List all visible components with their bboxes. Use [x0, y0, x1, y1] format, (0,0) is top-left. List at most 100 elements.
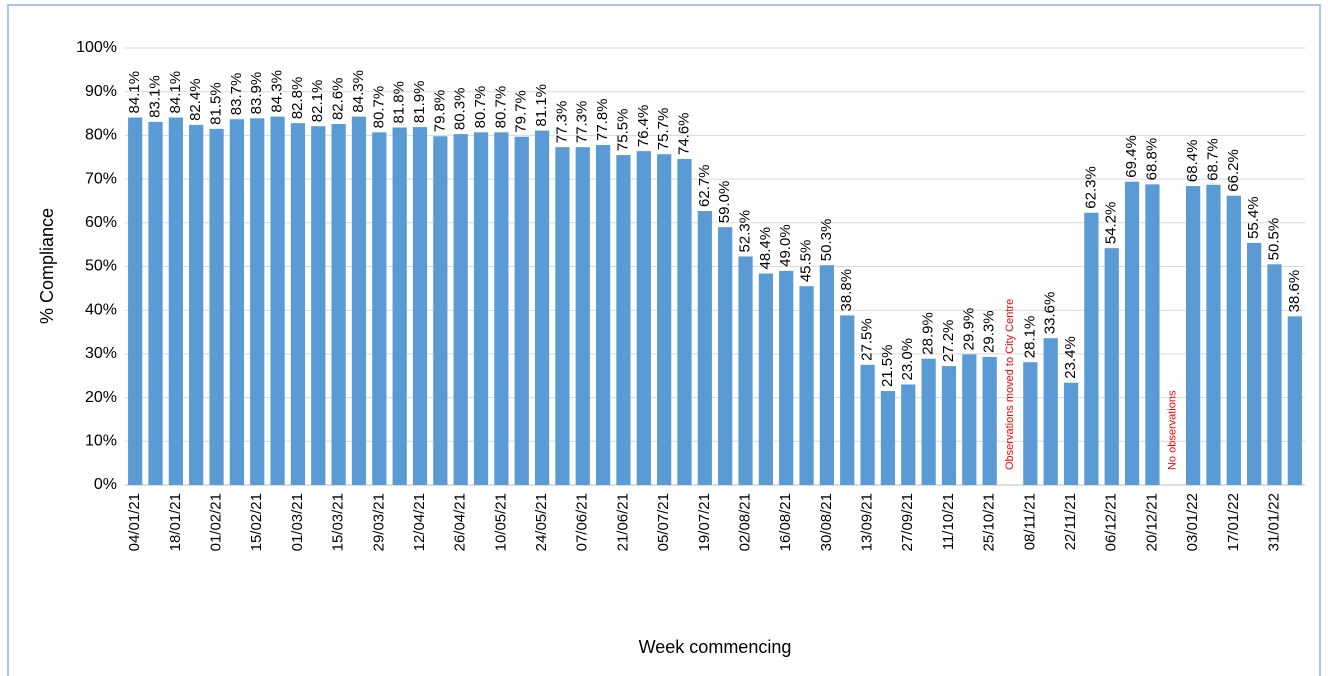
data-label: 81.8% [391, 81, 408, 124]
x-tick-label: 22/11/21 [1062, 493, 1079, 550]
bar [473, 132, 489, 485]
data-label: 77.3% [553, 101, 570, 144]
bar [941, 366, 957, 485]
data-label: 77.8% [594, 98, 611, 141]
bar [840, 315, 855, 485]
data-label: 81.9% [411, 81, 428, 124]
bar [453, 134, 468, 486]
x-tick-label: 01/03/21 [289, 493, 306, 551]
x-tick-label: 13/09/21 [859, 493, 876, 551]
data-label: 29.9% [960, 308, 977, 351]
bar [636, 151, 651, 485]
x-tick-label: 05/07/21 [655, 493, 672, 551]
bar [534, 130, 550, 485]
bar [555, 147, 570, 485]
x-tick-label: 31/01/22 [1265, 493, 1282, 551]
data-label: 75.5% [614, 109, 631, 152]
annotation: No observations [1167, 390, 1179, 470]
data-label: 45.5% [798, 240, 815, 283]
x-tick-label: 20/12/21 [1143, 493, 1160, 551]
data-label: 66.2% [1225, 149, 1242, 192]
data-label: 76.4% [635, 105, 652, 148]
x-tick-label: 07/06/21 [574, 493, 591, 551]
x-tick-label: 17/01/22 [1225, 493, 1242, 551]
x-tick-label: 01/02/21 [208, 493, 225, 551]
data-label: 62.3% [1082, 166, 1099, 209]
y-tick-label: 60% [85, 214, 117, 231]
bar [1124, 181, 1140, 486]
x-tick-label: 29/03/21 [370, 493, 387, 551]
x-tick-label: 03/01/22 [1184, 493, 1201, 551]
data-label: 80.3% [452, 88, 469, 131]
bar [799, 286, 814, 485]
bar [758, 273, 773, 485]
bar [738, 256, 753, 485]
bar [494, 132, 509, 485]
data-label: 79.7% [513, 90, 530, 133]
bar [209, 128, 224, 485]
x-tick-label: 10/05/21 [492, 493, 509, 551]
data-label: 38.8% [838, 269, 855, 312]
y-tick-label: 100% [76, 39, 117, 56]
bar [1287, 316, 1302, 485]
x-tick-label: 08/11/21 [1021, 493, 1038, 550]
x-tick-label: 02/08/21 [736, 493, 753, 551]
x-tick-label: 26/04/21 [452, 493, 469, 551]
bar [921, 358, 936, 485]
bar [718, 227, 733, 486]
data-label: 38.6% [1286, 270, 1303, 313]
bar [1043, 338, 1058, 485]
bar [1023, 362, 1038, 485]
annotation: Observations moved to City Centre [1004, 299, 1016, 470]
data-label: 82.8% [289, 77, 306, 120]
bar [250, 118, 265, 486]
data-label: 54.2% [1103, 202, 1120, 245]
data-label: 62.7% [696, 164, 713, 207]
bar [128, 117, 143, 485]
bar [677, 158, 692, 486]
y-tick-label: 20% [85, 389, 117, 406]
frame [7, 4, 1321, 676]
bar [311, 126, 326, 486]
data-label: 84.3% [269, 70, 286, 113]
bar [392, 127, 407, 485]
x-axis-title: Week commencing [639, 637, 792, 657]
bar [331, 124, 346, 486]
data-label: 80.7% [472, 86, 489, 129]
data-label: 75.7% [655, 108, 672, 151]
y-tick-label: 10% [85, 433, 117, 450]
bar [229, 119, 245, 485]
x-tick-label: 25/10/21 [981, 493, 998, 551]
x-tick-label: 27/09/21 [899, 493, 916, 551]
bar [1145, 184, 1160, 485]
bar [595, 145, 611, 485]
bar [1247, 242, 1262, 485]
data-label: 79.8% [431, 90, 448, 133]
y-tick-label: 50% [85, 258, 117, 275]
bar [1226, 195, 1241, 485]
bar [290, 123, 306, 485]
data-label: 82.6% [330, 77, 347, 120]
data-label: 52.3% [736, 210, 753, 253]
data-label: 27.5% [859, 318, 876, 361]
x-tick-label: 16/08/21 [777, 493, 794, 551]
data-label: 23.4% [1062, 336, 1079, 379]
bar [148, 121, 163, 485]
data-label: 50.5% [1265, 218, 1282, 261]
bar [1185, 186, 1201, 486]
bar [616, 155, 631, 485]
bar [270, 116, 285, 485]
data-label: 81.1% [533, 84, 550, 127]
data-label: 77.3% [574, 101, 591, 144]
bar [433, 136, 448, 486]
data-label: 55.4% [1245, 196, 1262, 239]
data-label: 28.9% [920, 312, 937, 355]
data-label: 83.9% [248, 72, 265, 115]
data-label: 74.6% [675, 112, 692, 155]
x-tick-label: 06/12/21 [1103, 493, 1120, 551]
x-tick-label: 30/08/21 [818, 493, 835, 551]
x-tick-label: 15/02/21 [248, 493, 265, 551]
bar [819, 265, 835, 485]
bar [697, 211, 712, 485]
